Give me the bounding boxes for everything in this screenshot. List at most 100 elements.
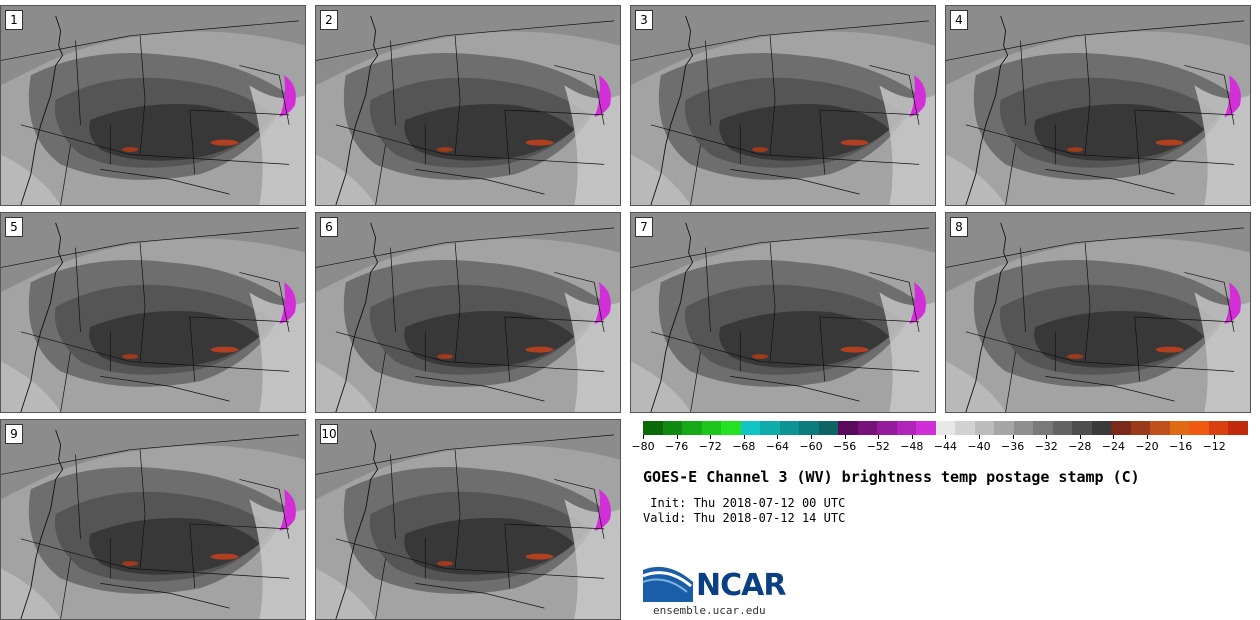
colorbar-tick [878,435,880,439]
colorbar-segment [857,421,878,435]
colorbar-segment [740,421,761,435]
ensemble-member-panel: 1 [0,5,306,206]
colorbar-segment [643,421,663,435]
colorbar-tick [1180,435,1182,439]
colorbar-segment [721,421,741,435]
colorbar-tick [1214,435,1216,439]
colorbar-segment [1033,421,1053,435]
map-field [631,6,935,205]
colorbar-segment [916,421,936,435]
colorbar-segment [994,421,1014,435]
website-url: ensemble.ucar.edu [653,604,766,617]
colorbar-tick [676,435,678,439]
colorbar-tick-label: −28 [1068,440,1092,453]
colorbar-tick [710,435,712,439]
panel-number-label: 4 [950,10,968,30]
colorbar-tick-label: −80 [631,440,655,453]
colorbar-segment [682,421,702,435]
colorbar-segment [1052,421,1073,435]
ncar-logo-icon [643,566,693,602]
colorbar-tick [1079,435,1081,439]
colorbar-tick-label: −40 [967,440,991,453]
colorbar-tick-label: −56 [832,440,857,453]
colorbar-segment [974,421,995,435]
colorbar-tick-label: −16 [1168,440,1193,453]
ensemble-member-panel: 6 [315,212,621,413]
colorbar-segment [935,421,956,435]
logo-text: NCAR [696,568,786,603]
colorbar-segment [1228,421,1248,435]
colorbar-tick [911,435,913,439]
panel-number-label: 1 [5,10,23,30]
colorbar-tick-label: −72 [698,440,722,453]
colorbar-segment [896,421,917,435]
colorbar-tick-label: −36 [1000,440,1025,453]
colorbar-segment [701,421,722,435]
panel-number-label: 6 [320,217,338,237]
colorbar-tick [643,435,644,439]
colorbar-segment [799,421,819,435]
colorbar-tick [1113,435,1115,439]
ensemble-member-panel: 7 [630,212,936,413]
colorbar-tick-label: −32 [1034,440,1058,453]
panel-number-label: 9 [5,424,23,444]
panel-number-label: 8 [950,217,968,237]
init-time: Init: Thu 2018-07-12 00 UTC [643,496,846,510]
colorbar-tick [1046,435,1048,439]
figure-title: GOES-E Channel 3 (WV) brightness temp po… [643,468,1140,486]
panel-number-label: 2 [320,10,338,30]
map-field [946,213,1250,412]
colorbar-tick [844,435,846,439]
colorbar-tick [743,435,745,439]
colorbar-tick-label: −20 [1135,440,1159,453]
ensemble-member-panel: 2 [315,5,621,206]
colorbar-tick [811,435,812,439]
colorbar-segment [1169,421,1190,435]
panel-number-label: 10 [320,424,338,444]
ensemble-member-panel: 4 [945,5,1251,206]
map-field [631,213,935,412]
panel-number-label: 3 [635,10,653,30]
colorbar-tick-label: −76 [664,440,689,453]
map-field [1,213,305,412]
colorbar-tick [1012,435,1014,439]
colorbar-tick-label: −48 [900,440,924,453]
map-field [946,6,1250,205]
map-field [316,6,620,205]
map-field [1,6,305,205]
colorbar-segment [760,421,780,435]
ensemble-member-panel: 3 [630,5,936,206]
colorbar-tick-label: −24 [1101,440,1125,453]
colorbar-segment [955,421,975,435]
colorbar-tick [1147,435,1148,439]
colorbar-segment [1189,421,1209,435]
colorbar-tick-label: −52 [866,440,890,453]
colorbar-tick [945,435,947,439]
panel-number-label: 5 [5,217,23,237]
colorbar-segment [818,421,839,435]
colorbar-segment [1091,421,1112,435]
colorbar-tick-label: −68 [732,440,756,453]
ensemble-member-panel: 8 [945,212,1251,413]
colorbar-tick-label: −64 [765,440,789,453]
colorbar-tick-label: −44 [933,440,957,453]
colorbar-segment [877,421,897,435]
colorbar-tick [777,435,779,439]
colorbar-segment [662,421,683,435]
colorbar-tick-label: −12 [1202,440,1226,453]
map-field [1,420,305,619]
colorbar-tick [979,435,980,439]
colorbar-segment [1072,421,1092,435]
map-field [316,420,620,619]
map-field [316,213,620,412]
ensemble-member-panel: 5 [0,212,306,413]
panel-number-label: 7 [635,217,653,237]
colorbar-segment [1208,421,1229,435]
ensemble-member-panel: 9 [0,419,306,620]
colorbar-segment [838,421,858,435]
colorbar-segment [1111,421,1131,435]
valid-time: Valid: Thu 2018-07-12 14 UTC [643,511,846,525]
colorbar-segment [1150,421,1170,435]
colorbar [643,421,1248,435]
ensemble-member-panel: 10 [315,419,621,620]
